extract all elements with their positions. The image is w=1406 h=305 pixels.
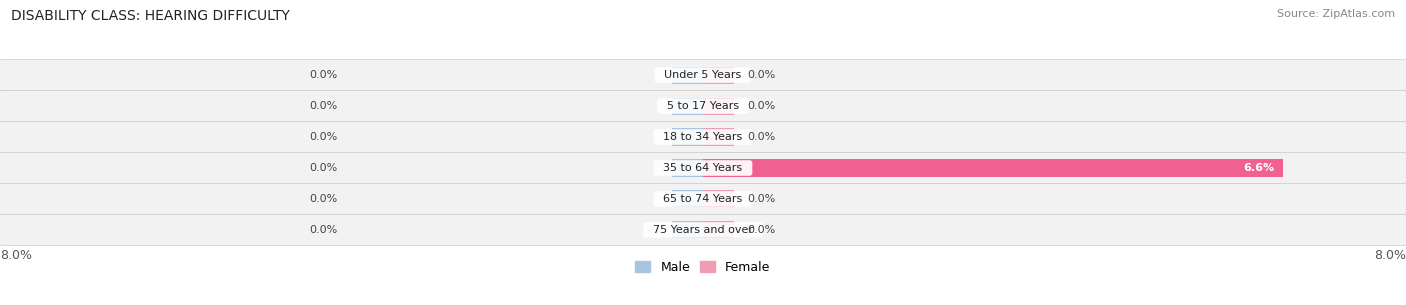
Text: 0.0%: 0.0% bbox=[747, 101, 775, 111]
Text: 0.0%: 0.0% bbox=[747, 194, 775, 204]
Text: DISABILITY CLASS: HEARING DIFFICULTY: DISABILITY CLASS: HEARING DIFFICULTY bbox=[11, 9, 290, 23]
Bar bbox=[0, 60, 1406, 90]
Text: 5 to 17 Years: 5 to 17 Years bbox=[659, 101, 747, 111]
FancyBboxPatch shape bbox=[0, 91, 1406, 121]
Bar bbox=[703, 66, 734, 84]
Text: 65 to 74 Years: 65 to 74 Years bbox=[657, 194, 749, 204]
Bar bbox=[0, 91, 1406, 121]
Bar bbox=[672, 98, 703, 115]
Bar bbox=[672, 160, 703, 177]
Text: 75 Years and over: 75 Years and over bbox=[645, 225, 761, 235]
Text: Source: ZipAtlas.com: Source: ZipAtlas.com bbox=[1277, 9, 1395, 19]
Bar bbox=[672, 128, 703, 145]
Bar bbox=[672, 66, 703, 84]
Bar bbox=[0, 153, 1406, 183]
Text: 18 to 34 Years: 18 to 34 Years bbox=[657, 132, 749, 142]
Text: 0.0%: 0.0% bbox=[747, 132, 775, 142]
Text: 0.0%: 0.0% bbox=[747, 70, 775, 80]
Legend: Male, Female: Male, Female bbox=[630, 256, 776, 279]
FancyBboxPatch shape bbox=[0, 121, 1406, 152]
Bar bbox=[0, 215, 1406, 245]
Bar bbox=[672, 190, 703, 207]
Bar bbox=[672, 221, 703, 239]
Text: 8.0%: 8.0% bbox=[1374, 249, 1406, 262]
Text: 35 to 64 Years: 35 to 64 Years bbox=[657, 163, 749, 173]
Text: 0.0%: 0.0% bbox=[309, 163, 337, 173]
Bar bbox=[0, 122, 1406, 152]
Bar bbox=[0, 184, 1406, 214]
Text: 6.6%: 6.6% bbox=[1243, 163, 1274, 173]
Bar bbox=[703, 190, 734, 207]
Text: 0.0%: 0.0% bbox=[309, 101, 337, 111]
FancyBboxPatch shape bbox=[0, 214, 1406, 246]
Bar bbox=[703, 160, 1282, 177]
Bar bbox=[703, 98, 734, 115]
Text: 0.0%: 0.0% bbox=[309, 132, 337, 142]
Bar bbox=[703, 221, 734, 239]
Text: 8.0%: 8.0% bbox=[0, 249, 32, 262]
Text: 0.0%: 0.0% bbox=[309, 194, 337, 204]
FancyBboxPatch shape bbox=[0, 59, 1406, 91]
Text: 0.0%: 0.0% bbox=[747, 225, 775, 235]
FancyBboxPatch shape bbox=[0, 152, 1406, 184]
Text: 0.0%: 0.0% bbox=[309, 70, 337, 80]
Bar bbox=[703, 128, 734, 145]
Text: 0.0%: 0.0% bbox=[309, 225, 337, 235]
Text: Under 5 Years: Under 5 Years bbox=[658, 70, 748, 80]
FancyBboxPatch shape bbox=[0, 184, 1406, 214]
